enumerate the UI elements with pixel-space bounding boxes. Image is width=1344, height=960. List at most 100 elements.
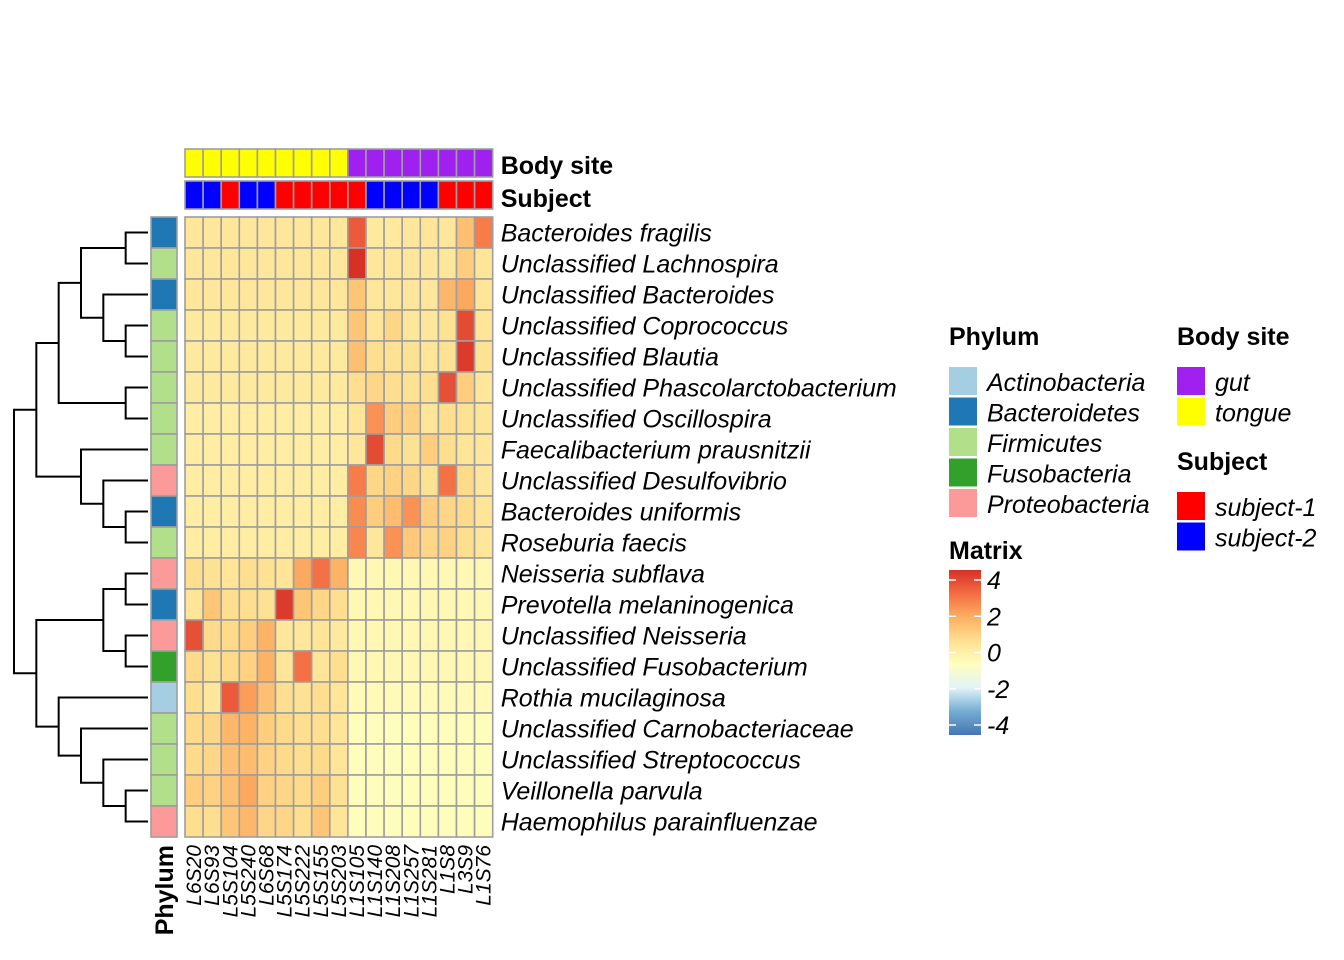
heatmap-cell [455,309,476,342]
heatmap-cell [202,681,223,714]
heatmap-cell [437,495,458,528]
heatmap-cell [401,743,422,776]
heatmap-cell [328,433,349,466]
subject-cell [401,180,422,210]
body-site-cell [184,148,204,178]
heatmap-cell [202,588,223,621]
heatmap-cell [383,774,404,807]
body-site-legend-label: gut [1215,369,1251,397]
heatmap-cell [401,278,422,311]
heatmap-cell [455,526,476,559]
row-label: Unclassified Desulfovibrio [501,468,787,496]
column-label: L6S68 [255,845,278,906]
column-label: L5S240 [237,845,260,918]
heatmap-cell [292,216,313,249]
column-label: L5S104 [219,845,242,917]
heatmap-cell [184,743,204,776]
heatmap-cell [455,402,476,435]
heatmap-cell [437,743,458,776]
heatmap-cell [455,278,476,311]
heatmap-cell [220,650,241,683]
row-label: Unclassified Blautia [501,344,719,372]
heatmap-cell [365,774,385,807]
dendrogram-branch [13,408,37,675]
heatmap-cell [238,650,259,683]
heatmap-cell [365,557,385,590]
heatmap-cell [220,681,241,714]
heatmap-cell [292,309,313,342]
heatmap-cell [310,216,331,249]
heatmap-cell [220,557,241,590]
heatmap-cell [238,309,259,342]
heatmap-cell [401,588,422,621]
heatmap-cell [202,340,223,373]
heatmap-cell [347,712,367,745]
heatmap-cell [328,774,349,807]
heatmap-cell [256,743,277,776]
heatmap-cell [455,495,476,528]
heatmap-cell [238,588,259,621]
heatmap-cell [220,495,241,528]
heatmap-cell [328,619,349,652]
column-label: L1S8 [436,845,459,894]
subject-cell [419,180,440,210]
heatmap-cell [256,247,277,280]
heatmap-cell [292,650,313,683]
heatmap-cell [256,774,277,807]
heatmap-cell [310,464,331,497]
heatmap-cell [310,340,331,373]
heatmap-cell [419,433,440,466]
phylum-cell [150,743,178,776]
phylum-cell [150,433,178,466]
heatmap-cell [437,588,458,621]
heatmap-cell [292,712,313,745]
heatmap-cell [184,216,204,249]
heatmap-cell [383,588,404,621]
phylum-cell [150,464,178,497]
heatmap-cell [292,371,313,404]
heatmap-cell [256,495,277,528]
row-label: Unclassified Phascolarctobacterium [501,375,897,403]
heatmap-cell [365,650,385,683]
subject-legend-label: subject-2 [1215,525,1317,553]
heatmap-cell [365,340,385,373]
phylum-cell [150,805,178,838]
body-site-legend-swatch [1177,367,1205,395]
heatmap-cell [328,216,349,249]
body-site-cell [401,148,422,178]
heatmap-cell [238,495,259,528]
heatmap-cell [383,557,404,590]
heatmap-cell [419,278,440,311]
body-site-cell [310,148,331,178]
subject-cell [347,180,367,210]
heatmap-cell [437,526,458,559]
heatmap-cell [419,340,440,373]
heatmap-cell [256,526,277,559]
heatmap-cell [256,619,277,652]
row-label: Prevotella melaninogenica [501,592,794,620]
heatmap-cell [184,619,204,652]
heatmap-cell [437,247,458,280]
subject-legend-label: subject-1 [1215,494,1316,522]
heatmap-cell [473,557,494,590]
heatmap-cell [347,278,367,311]
heatmap-cell [256,278,277,311]
heatmap-cell [292,743,313,776]
phylum-cell [150,681,178,714]
heatmap-cell [310,650,331,683]
heatmap-cell [292,495,313,528]
heatmap-cell [220,278,241,311]
heatmap-cells [184,216,494,838]
heatmap-cell [310,681,331,714]
matrix-legend-title: Matrix [949,537,1023,565]
heatmap-cell [238,402,259,435]
column-label: L1S105 [346,845,369,918]
dendrogram-branch [124,324,148,358]
heatmap-cell [365,309,385,342]
heatmap-cell [292,464,313,497]
row-label: Bacteroides fragilis [501,220,712,248]
heatmap-cell [419,557,440,590]
dendrogram-branch [57,696,148,757]
heatmap-cell [310,743,331,776]
heatmap-cell [455,712,476,745]
